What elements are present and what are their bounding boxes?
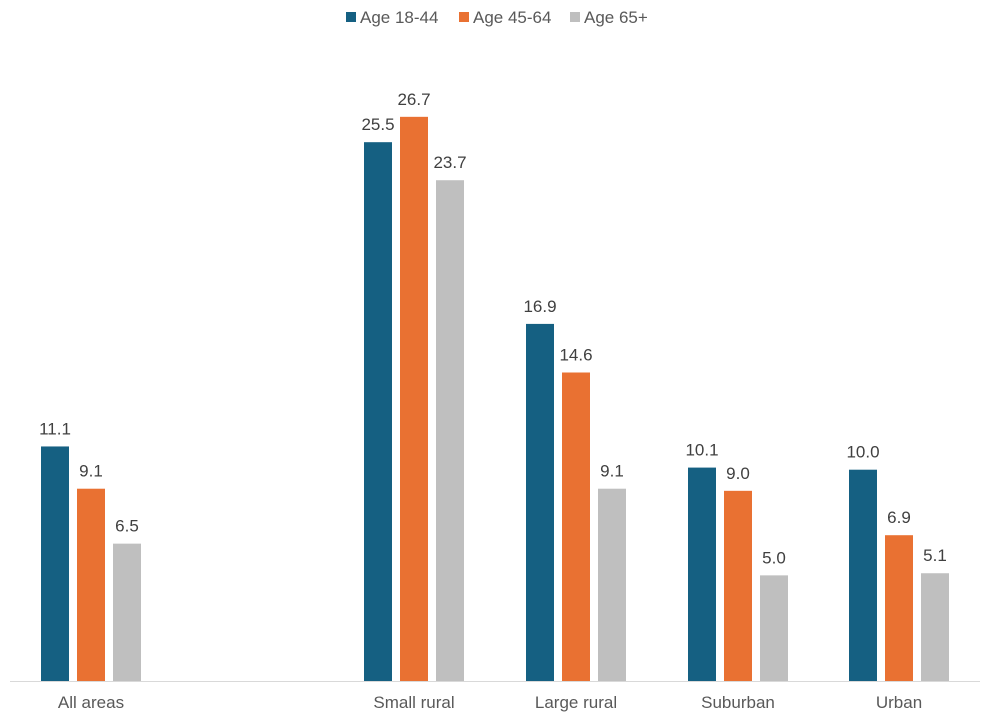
legend-swatch [346, 12, 356, 22]
bar-small-rural-series-0 [364, 142, 392, 681]
bar-urban-series-0 [849, 469, 877, 681]
bar-large-rural-series-1 [562, 372, 590, 681]
bar-urban-series-2 [921, 573, 949, 681]
data-label: 5.0 [762, 548, 786, 567]
bar-suburban-series-1 [724, 490, 752, 681]
bar-suburban-series-2 [760, 575, 788, 681]
bar-large-rural-series-0 [526, 323, 554, 681]
data-label: 16.9 [523, 297, 556, 316]
legend: Age 18-44 Age 45-64 Age 65+ [346, 8, 648, 27]
data-label: 9.0 [726, 464, 750, 483]
bar-large-rural-series-2 [598, 488, 626, 681]
legend-swatch [459, 12, 469, 22]
value-labels: 11.1 9.1 6.5 25.526.7 23.7 16.9 14.6 9.1 10.1 9.0… [39, 90, 947, 568]
legend-label: Age 45-64 [473, 8, 551, 27]
bar-urban-series-1 [885, 535, 913, 681]
data-label: 14.6 [559, 346, 592, 365]
x-tick-label: All areas [58, 693, 124, 712]
legend-swatch [570, 12, 580, 22]
x-tick-label: Suburban [701, 693, 775, 712]
legend-label: Age 65+ [584, 8, 648, 27]
data-label: 23.7 [433, 153, 466, 172]
data-label: 9.1 [79, 462, 103, 481]
data-label: 10.1 [685, 441, 718, 460]
x-tick-label: Small rural [373, 693, 454, 712]
data-label: 26.7 [397, 90, 430, 109]
data-label: 11.1 [39, 419, 71, 438]
data-label: 5.1 [923, 546, 947, 565]
bar-suburban-series-0 [688, 467, 716, 681]
data-label: 10.0 [846, 443, 879, 462]
x-tick-label: Urban [876, 693, 922, 712]
bar-small-rural-series-1 [400, 116, 428, 682]
bar-all-areas-series-1 [77, 488, 105, 681]
data-label: 9.1 [600, 462, 624, 481]
x-tick-labels: All areas Small rural Large rural Suburban U… [58, 693, 922, 712]
x-tick-label: Large rural [535, 693, 617, 712]
data-label: 6.9 [887, 508, 911, 527]
bar-all-areas-series-0 [41, 446, 69, 681]
legend-label: Age 18-44 [360, 8, 438, 27]
data-label: 6.5 [115, 517, 139, 536]
bars [41, 116, 949, 682]
bar-small-rural-series-2 [436, 180, 464, 681]
data-label: 25.5 [361, 115, 394, 134]
bar-all-areas-series-2 [113, 543, 141, 681]
